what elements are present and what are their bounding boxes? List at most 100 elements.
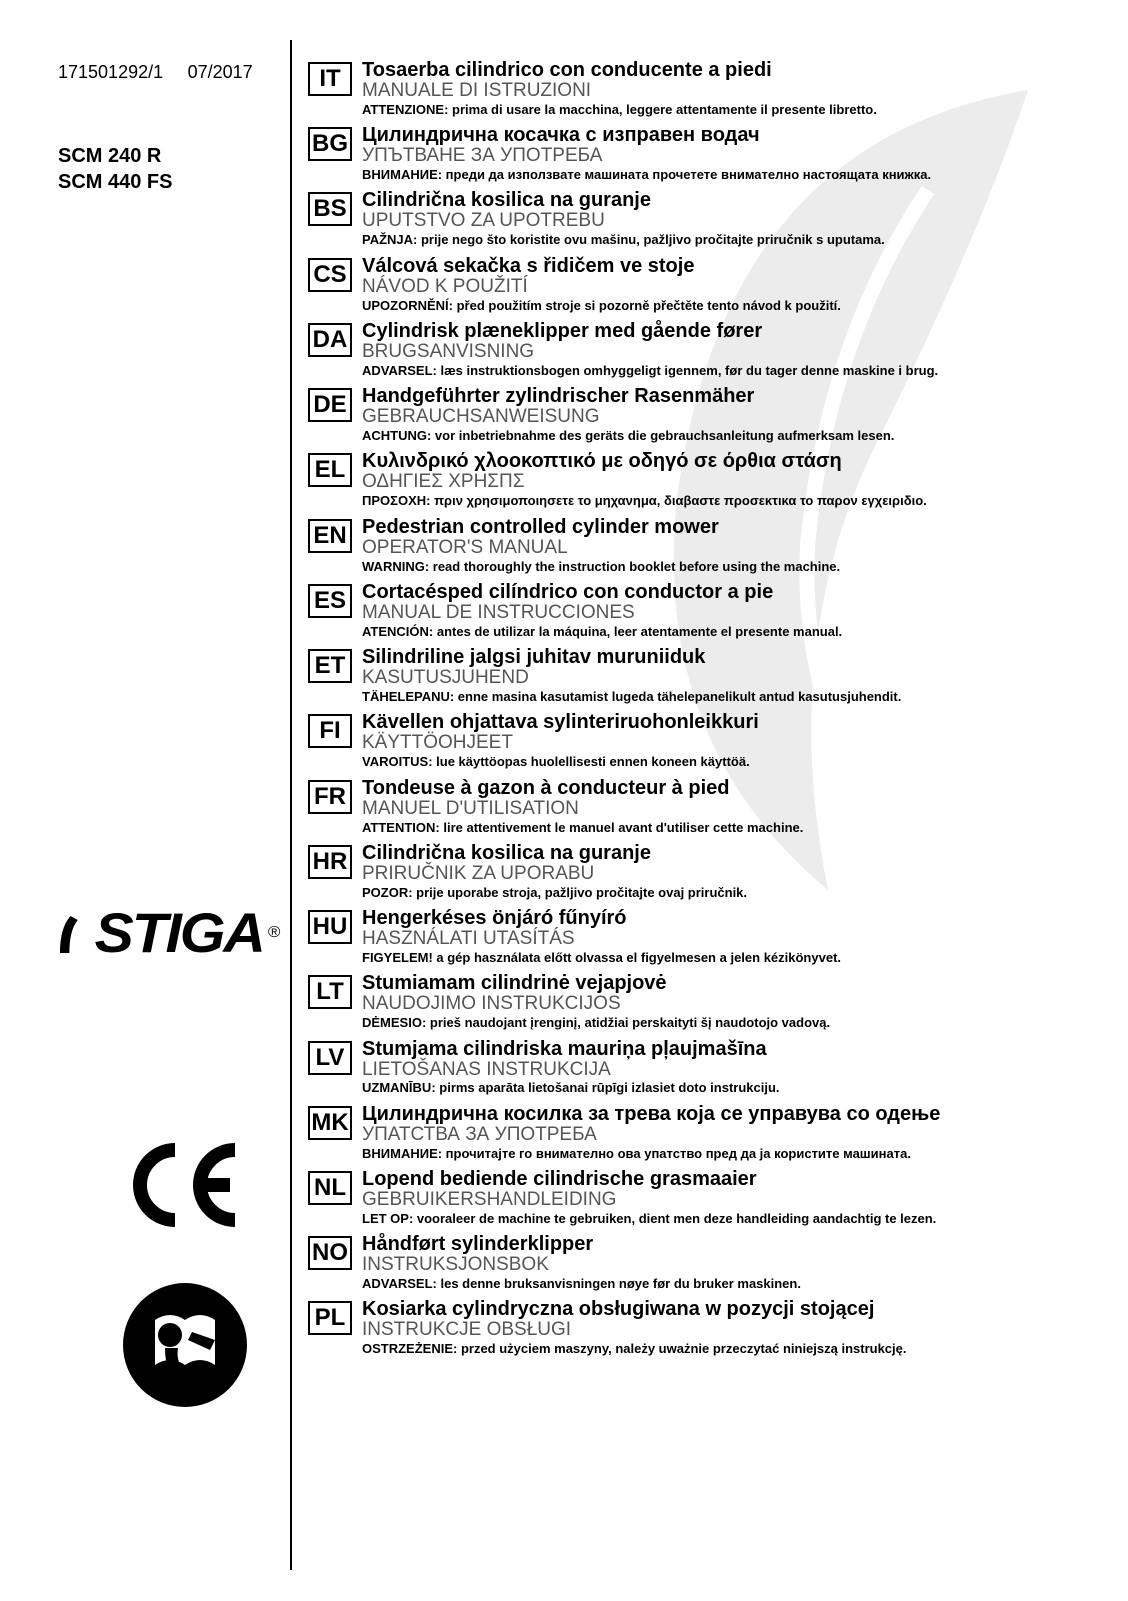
lang-badge: CS xyxy=(308,258,352,292)
lang-text: Handgeführter zylindrischer RasenmäherGE… xyxy=(362,386,1108,449)
lang-warning: ADVARSEL: les denne bruksanvisningen nøy… xyxy=(362,1277,1108,1291)
lang-subtitle: KÄYTTÖOHJEET xyxy=(362,733,1108,753)
lang-text: Stumiamam cilindrinė vejapjovėNAUDOJIMO … xyxy=(362,973,1108,1036)
brand-logo: STIGA ® xyxy=(60,900,273,965)
lang-subtitle: HASZNÁLATI UTASÍTÁS xyxy=(362,929,1108,949)
lang-entry-fi: FIKävellen ohjattava sylinteriruohonleik… xyxy=(308,712,1108,775)
lang-entry-bg: BG Цилиндрична косачка с изправен водачУП… xyxy=(308,125,1108,188)
lang-badge: PL xyxy=(308,1301,352,1335)
model-list: SCM 240 R SCM 440 FS xyxy=(58,143,278,195)
lang-title: Hengerkéses önjáró fűnyíró xyxy=(362,908,1108,929)
lang-subtitle: MANUEL D'UTILISATION xyxy=(362,799,1108,819)
lang-entry-no: NOHåndført sylinderklipperINSTRUKSJONSBO… xyxy=(308,1234,1108,1297)
lang-warning: ATTENZIONE: prima di usare la macchina, … xyxy=(362,103,1108,117)
language-list: ITTosaerba cilindrico con conducente a p… xyxy=(308,60,1108,1365)
lang-entry-et: ET Silindriline jalgsi juhitav muruniiduk… xyxy=(308,647,1108,710)
lang-badge: IT xyxy=(308,62,352,96)
lang-warning: OSTRZEŻENIE: przed użyciem maszyny, nale… xyxy=(362,1342,1108,1356)
model-1: SCM 240 R xyxy=(58,143,278,169)
lang-title: Handgeführter zylindrischer Rasenmäher xyxy=(362,386,1108,407)
lang-title: Cilindrična kosilica na guranje xyxy=(362,843,1108,864)
lang-title: Lopend bediende cilindrische grasmaaier xyxy=(362,1169,1108,1190)
lang-warning: ATENCIÓN: antes de utilizar la máquina, … xyxy=(362,625,1108,639)
lang-badge: ET xyxy=(308,649,352,683)
lang-subtitle: УПАТСТВА ЗА УПОТРЕБА xyxy=(362,1125,1108,1145)
lang-text: Hengerkéses önjáró fűnyíróHASZNÁLATI UTA… xyxy=(362,908,1108,971)
lang-title: Kosiarka cylindryczna obsługiwana w pozy… xyxy=(362,1299,1108,1320)
lang-warning: ΠΡΟΣΟΧΗ: πριν χρησιμοποιησετε το μηχανημ… xyxy=(362,494,1108,508)
lang-entry-de: DEHandgeführter zylindrischer Rasenmäher… xyxy=(308,386,1108,449)
lang-entry-el: EL Κυλινδρικό χλοοκοπτικό με οδηγό σε όρθ… xyxy=(308,451,1108,514)
lang-badge: DA xyxy=(308,323,352,357)
lang-text: Cilindrična kosilica na guranjePRIRUČNIK… xyxy=(362,843,1108,906)
lang-subtitle: УПЪТВАНЕ ЗА УПОТРЕБА xyxy=(362,146,1108,166)
lang-entry-en: EN Pedestrian controlled cylinder mowerOP… xyxy=(308,517,1108,580)
lang-warning: UZMANĪBU: pirms aparāta lietošanai rūpīg… xyxy=(362,1081,1108,1095)
lang-entry-hr: HR Cilindrična kosilica na guranjePRIRUČN… xyxy=(308,843,1108,906)
lang-badge: LT xyxy=(308,975,352,1009)
lang-warning: VAROITUS: lue käyttöopas huolellisesti e… xyxy=(362,755,1108,769)
lang-text: Cilindrična kosilica na guranjeUPUTSTVO … xyxy=(362,190,1108,253)
lang-warning: POZOR: prije uporabe stroja, pažljivo pr… xyxy=(362,886,1108,900)
lang-title: Håndført sylinderklipper xyxy=(362,1234,1108,1255)
lang-title: Válcová sekačka s řidičem ve stoje xyxy=(362,256,1108,277)
lang-title: Pedestrian controlled cylinder mower xyxy=(362,517,1108,538)
lang-text: Цилиндрична косилка за трева која се упр… xyxy=(362,1104,1108,1167)
lang-warning: UPOZORNĚNÍ: před použitím stroje si pozo… xyxy=(362,299,1108,313)
lang-badge: MK xyxy=(308,1106,352,1140)
lang-subtitle: PRIRUČNIK ZA UPORABU xyxy=(362,864,1108,884)
lang-title: Κυλινδρικό χλοοκοπτικό με οδηγό σε όρθια… xyxy=(362,451,1108,472)
lang-entry-mk: MK Цилиндрична косилка за трева која се у… xyxy=(308,1104,1108,1167)
lang-subtitle: NAUDOJIMO INSTRUKCIJOS xyxy=(362,994,1108,1014)
lang-entry-bs: BS Cilindrična kosilica na guranjeUPUTSTV… xyxy=(308,190,1108,253)
lang-text: Cylindrisk plæneklipper med gående fører… xyxy=(362,321,1108,384)
lang-badge: BG xyxy=(308,127,352,161)
lang-title: Цилиндрична косачка с изправен водач xyxy=(362,125,1108,146)
lang-title: Stumjama cilindriska mauriņa pļaujmašīna xyxy=(362,1039,1108,1060)
lang-subtitle: GEBRUIKERSHANDLEIDING xyxy=(362,1190,1108,1210)
lang-subtitle: BRUGSANVISNING xyxy=(362,342,1108,362)
lang-text: Stumjama cilindriska mauriņa pļaujmašīna… xyxy=(362,1039,1108,1102)
lang-text: Tondeuse à gazon à conducteur à piedMANU… xyxy=(362,778,1108,841)
lang-badge: FI xyxy=(308,714,352,748)
left-column: 171501292/1 07/2017 SCM 240 R SCM 440 FS xyxy=(58,62,278,195)
lang-subtitle: INSTRUKSJONSBOK xyxy=(362,1255,1108,1275)
lang-entry-pl: PL Kosiarka cylindryczna obsługiwana w po… xyxy=(308,1299,1108,1362)
lang-entry-lv: LVStumjama cilindriska mauriņa pļaujmašī… xyxy=(308,1039,1108,1102)
lang-badge: FR xyxy=(308,780,352,814)
lang-warning: DĖMESIO: prieš naudojant įrenginį, atidž… xyxy=(362,1016,1108,1030)
lang-entry-fr: FR Tondeuse à gazon à conducteur à piedMA… xyxy=(308,778,1108,841)
lang-warning: PAŽNJA: prije nego što koristite ovu maš… xyxy=(362,233,1108,247)
lang-badge: BS xyxy=(308,192,352,226)
lang-subtitle: INSTRUKCJE OBSŁUGI xyxy=(362,1320,1108,1340)
lang-warning: ATTENTION: lire attentivement le manuel … xyxy=(362,821,1108,835)
lang-title: Tondeuse à gazon à conducteur à pied xyxy=(362,778,1108,799)
lang-entry-cs: CS Válcová sekačka s řidičem ve stojeNÁVO… xyxy=(308,256,1108,319)
lang-text: Цилиндрична косачка с изправен водачУПЪТ… xyxy=(362,125,1108,188)
lang-subtitle: KASUTUSJUHEND xyxy=(362,668,1108,688)
lang-subtitle: UPUTSTVO ZA UPOTREBU xyxy=(362,211,1108,231)
lang-text: Pedestrian controlled cylinder mowerOPER… xyxy=(362,517,1108,580)
lang-entry-da: DA Cylindrisk plæneklipper med gående før… xyxy=(308,321,1108,384)
lang-title: Cortacésped cilíndrico con conductor a p… xyxy=(362,582,1108,603)
lang-title: Цилиндрична косилка за трева која се упр… xyxy=(362,1104,1108,1125)
lang-badge: EL xyxy=(308,453,352,487)
lang-subtitle: GEBRAUCHSANWEISUNG xyxy=(362,407,1108,427)
lang-text: Válcová sekačka s řidičem ve stojeNÁVOD … xyxy=(362,256,1108,319)
lang-subtitle: MANUALE DI ISTRUZIONI xyxy=(362,81,1108,101)
lang-badge: ES xyxy=(308,584,352,618)
lang-warning: LET OP: vooraleer de machine te gebruike… xyxy=(362,1212,1108,1226)
lang-badge: NL xyxy=(308,1171,352,1205)
lang-subtitle: OPERATOR'S MANUAL xyxy=(362,538,1108,558)
lang-badge: HU xyxy=(308,910,352,944)
document-date: 07/2017 xyxy=(188,62,253,83)
registered-mark: ® xyxy=(268,924,278,942)
lang-badge: HR xyxy=(308,845,352,879)
lang-text: Silindriline jalgsi juhitav muruniidukKA… xyxy=(362,647,1108,710)
lang-badge: EN xyxy=(308,519,352,553)
model-2: SCM 440 FS xyxy=(58,169,278,195)
lang-text: Κυλινδρικό χλοοκοπτικό με οδηγό σε όρθια… xyxy=(362,451,1108,514)
lang-entry-it: ITTosaerba cilindrico con conducente a p… xyxy=(308,60,1108,123)
lang-entry-es: ES Cortacésped cilíndrico con conductor a… xyxy=(308,582,1108,645)
lang-text: Håndført sylinderklipperINSTRUKSJONSBOK A… xyxy=(362,1234,1108,1297)
